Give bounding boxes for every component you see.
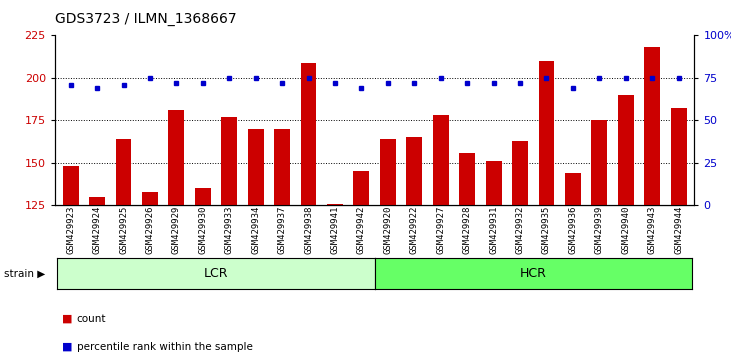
- Bar: [274, 129, 290, 205]
- Text: GSM429929: GSM429929: [172, 205, 181, 254]
- Text: GSM429941: GSM429941: [330, 205, 339, 254]
- Text: GSM429934: GSM429934: [251, 205, 260, 254]
- Text: GSM429940: GSM429940: [621, 205, 630, 254]
- Bar: [380, 139, 395, 205]
- Text: GSM429926: GSM429926: [145, 205, 154, 254]
- Bar: [115, 139, 132, 205]
- Bar: [591, 120, 607, 205]
- Bar: [327, 204, 343, 205]
- Bar: [618, 95, 634, 205]
- Text: GSM429931: GSM429931: [489, 205, 498, 254]
- Bar: [168, 110, 184, 205]
- Bar: [195, 188, 211, 205]
- Text: GSM429927: GSM429927: [436, 205, 445, 254]
- Text: HCR: HCR: [520, 267, 547, 280]
- Text: count: count: [77, 314, 106, 324]
- Bar: [300, 63, 317, 205]
- Text: ■: ■: [62, 342, 72, 352]
- Text: GSM429936: GSM429936: [569, 205, 577, 254]
- Text: GSM429923: GSM429923: [67, 205, 75, 254]
- Text: GSM429928: GSM429928: [463, 205, 471, 254]
- Bar: [670, 108, 686, 205]
- Bar: [459, 153, 475, 205]
- Bar: [565, 173, 581, 205]
- Bar: [221, 117, 237, 205]
- Text: strain ▶: strain ▶: [4, 268, 45, 279]
- Text: GSM429935: GSM429935: [542, 205, 551, 254]
- Text: LCR: LCR: [204, 267, 228, 280]
- Bar: [512, 141, 528, 205]
- Text: GSM429922: GSM429922: [410, 205, 419, 254]
- Text: GSM429933: GSM429933: [224, 205, 234, 254]
- Bar: [89, 197, 105, 205]
- Bar: [485, 161, 501, 205]
- Bar: [248, 129, 264, 205]
- Bar: [433, 115, 449, 205]
- Bar: [539, 61, 554, 205]
- Text: GSM429924: GSM429924: [93, 205, 102, 254]
- Bar: [63, 166, 79, 205]
- Text: GSM429943: GSM429943: [648, 205, 656, 254]
- Text: GSM429937: GSM429937: [278, 205, 287, 254]
- Text: GSM429938: GSM429938: [304, 205, 313, 254]
- Bar: [142, 192, 158, 205]
- Text: GSM429942: GSM429942: [357, 205, 366, 254]
- Text: GSM429939: GSM429939: [595, 205, 604, 254]
- Text: ■: ■: [62, 314, 72, 324]
- Text: percentile rank within the sample: percentile rank within the sample: [77, 342, 253, 352]
- Bar: [406, 137, 423, 205]
- Text: GSM429944: GSM429944: [674, 205, 683, 254]
- Text: GDS3723 / ILMN_1368667: GDS3723 / ILMN_1368667: [55, 12, 236, 27]
- Text: GSM429932: GSM429932: [515, 205, 525, 254]
- Text: GSM429930: GSM429930: [198, 205, 208, 254]
- Bar: [354, 171, 369, 205]
- Bar: [644, 47, 660, 205]
- Text: GSM429925: GSM429925: [119, 205, 128, 254]
- Text: GSM429920: GSM429920: [383, 205, 393, 254]
